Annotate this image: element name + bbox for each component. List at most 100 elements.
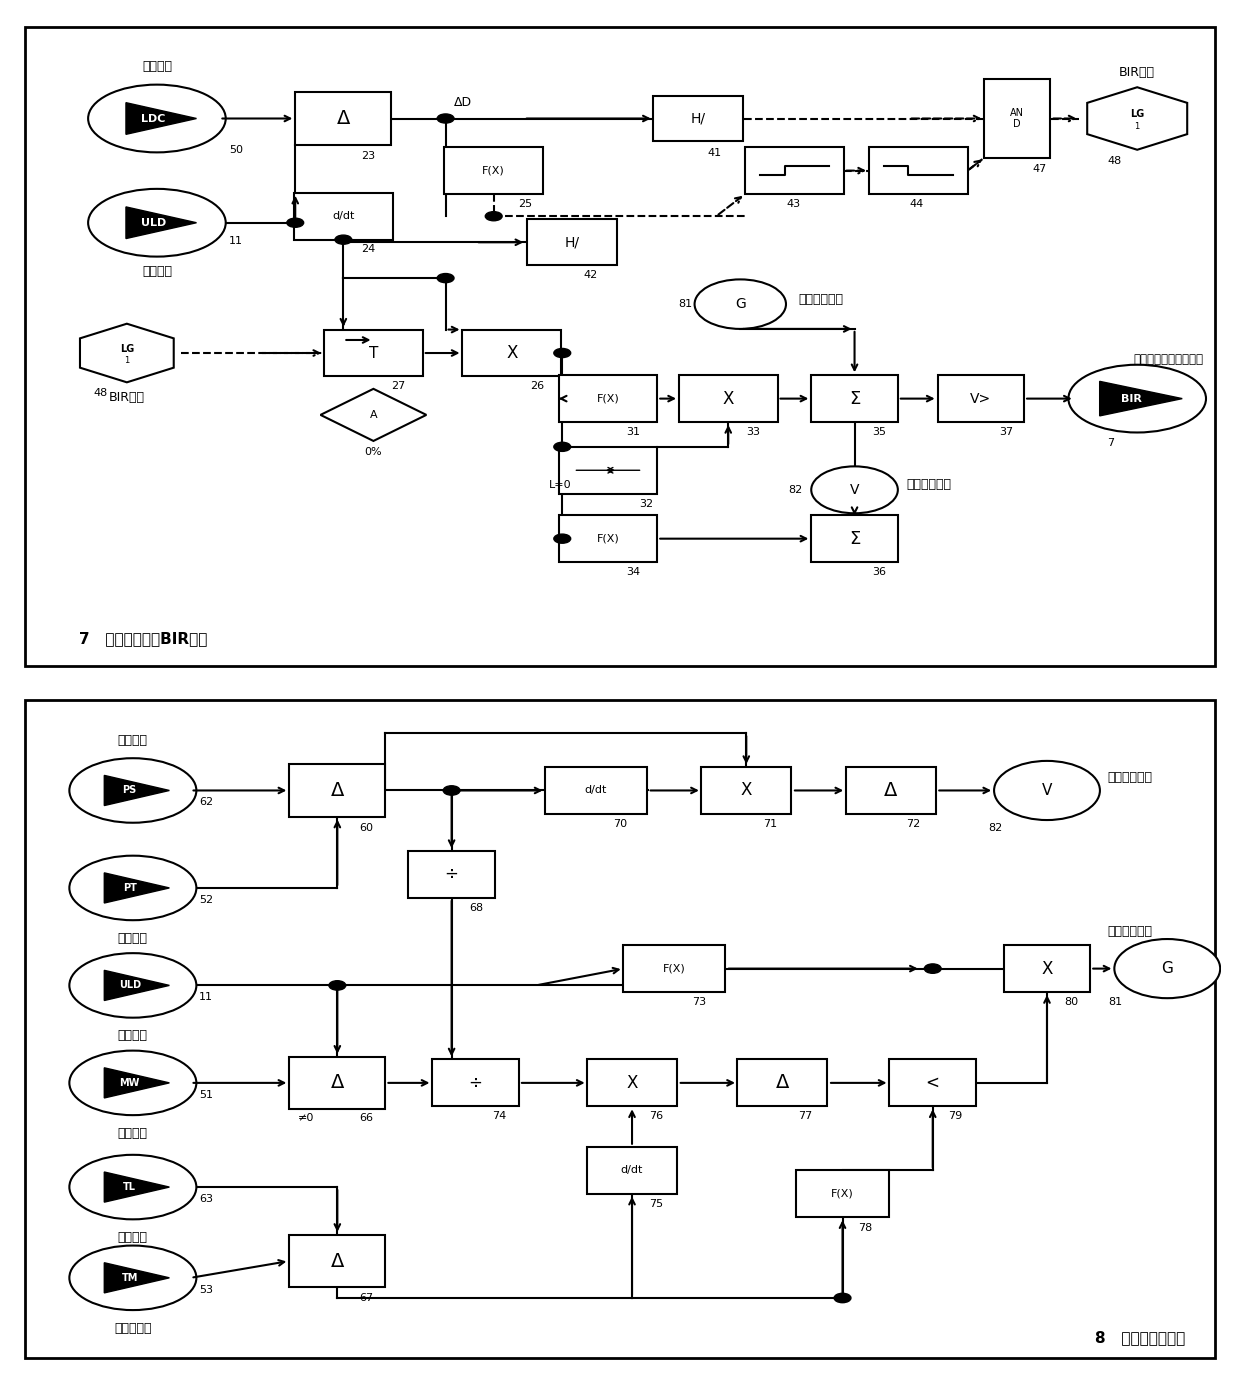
Text: 1: 1 [1135,122,1140,130]
Text: ÷: ÷ [469,1074,482,1092]
Circle shape [329,981,346,990]
Text: 温度限值: 温度限值 [118,1231,148,1243]
Ellipse shape [69,1246,196,1310]
Polygon shape [104,1263,170,1293]
Text: 锅炉动态加速前馈信号: 锅炉动态加速前馈信号 [1133,353,1203,366]
Text: 增益校正系数: 增益校正系数 [1107,924,1152,938]
Circle shape [335,236,352,244]
Polygon shape [126,207,196,238]
Text: 24: 24 [361,244,376,254]
Text: 7   锅炉动态加速BIR前馈: 7 锅炉动态加速BIR前馈 [79,631,207,646]
Circle shape [485,212,502,220]
Text: BIR: BIR [1121,394,1142,403]
Bar [1003,945,1090,992]
Text: X: X [626,1074,637,1092]
Text: 33: 33 [746,427,760,437]
Bar [587,1059,677,1106]
Circle shape [443,786,460,796]
Text: 11: 11 [198,992,213,1002]
Text: 11: 11 [229,236,243,245]
Text: F(X): F(X) [831,1189,854,1199]
Text: T: T [368,345,378,360]
Text: 1: 1 [124,356,129,365]
Polygon shape [104,873,170,904]
Circle shape [811,466,898,513]
Text: L=0: L=0 [549,480,572,491]
Text: 76: 76 [649,1112,663,1121]
Bar [587,1146,677,1193]
Text: 43: 43 [786,198,800,209]
Text: d/dt: d/dt [621,1166,644,1175]
Text: ΔD: ΔD [454,96,472,108]
Text: 50: 50 [229,144,243,155]
Text: 62: 62 [198,797,213,807]
Text: 速率校正系数: 速率校正系数 [906,478,951,491]
Bar [653,96,743,141]
Bar [559,446,657,493]
Bar [811,516,898,563]
Text: ÷: ÷ [445,865,459,883]
Bar [544,766,647,814]
Circle shape [554,534,570,543]
Bar [680,376,777,423]
Text: 44: 44 [910,198,924,209]
Polygon shape [1087,87,1187,150]
Ellipse shape [88,188,226,256]
Circle shape [554,442,570,452]
Text: PS: PS [123,786,136,796]
Bar [295,93,392,144]
Bar [889,1059,976,1106]
Text: G: G [735,297,745,312]
Text: 75: 75 [649,1199,663,1209]
Text: F(X): F(X) [662,963,686,973]
Text: Δ: Δ [884,780,898,800]
Polygon shape [104,1067,170,1098]
Text: F(X): F(X) [596,534,619,543]
Circle shape [286,218,304,227]
Circle shape [438,273,454,283]
Text: 32: 32 [640,499,653,509]
Bar [463,330,560,377]
Circle shape [438,114,454,123]
Text: 63: 63 [198,1193,213,1204]
Text: V: V [849,482,859,496]
Polygon shape [79,324,174,383]
Polygon shape [104,1173,170,1202]
Bar [444,147,543,194]
Text: 0%: 0% [365,448,382,457]
Text: <: < [926,1074,940,1092]
Text: TL: TL [123,1182,136,1192]
Text: G: G [1162,960,1173,976]
Text: 41: 41 [708,148,722,158]
Circle shape [554,348,570,358]
Text: PT: PT [123,883,136,893]
Bar [811,376,898,423]
Text: 81: 81 [1109,997,1122,1006]
Text: 82: 82 [789,485,802,495]
Polygon shape [320,389,427,441]
Bar [937,376,1024,423]
Text: LDC: LDC [141,114,166,123]
Ellipse shape [69,954,196,1017]
Text: 82: 82 [988,823,1002,833]
Text: AN
D: AN D [1009,108,1024,129]
Text: 51: 51 [198,1089,213,1099]
Bar [745,147,843,194]
Ellipse shape [1069,365,1207,432]
Text: 80: 80 [1064,997,1078,1006]
Text: H/: H/ [691,111,706,126]
Ellipse shape [69,1051,196,1116]
Bar [527,219,618,265]
Text: 74: 74 [492,1112,507,1121]
Polygon shape [104,970,170,1001]
Bar [324,330,423,377]
Text: 77: 77 [799,1112,812,1121]
Polygon shape [104,775,170,805]
Text: 42: 42 [584,270,598,280]
Text: 36: 36 [873,567,887,577]
Text: 27: 27 [392,381,405,391]
Text: BIR投入: BIR投入 [109,391,145,403]
Text: 68: 68 [470,904,484,913]
Text: 压力定值: 压力定值 [118,733,148,747]
Text: 中调指令: 中调指令 [141,60,172,73]
